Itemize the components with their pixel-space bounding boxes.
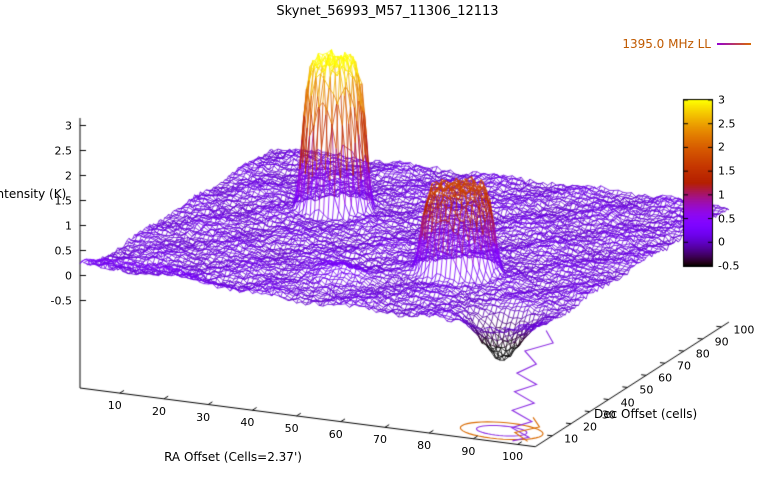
z-axis-label: Intensity (K) <box>0 187 67 201</box>
legend-series-label: 1395.0 MHz LL <box>622 37 711 51</box>
x-axis-label: RA Offset (Cells=2.37') <box>164 450 302 464</box>
legend-line-sample <box>717 43 751 45</box>
y-axis-label: Dec Offset (cells) <box>594 407 698 421</box>
chart-title: Skynet_56993_M57_11306_12113 <box>276 4 499 19</box>
legend: 1395.0 MHz LL <box>622 37 751 51</box>
